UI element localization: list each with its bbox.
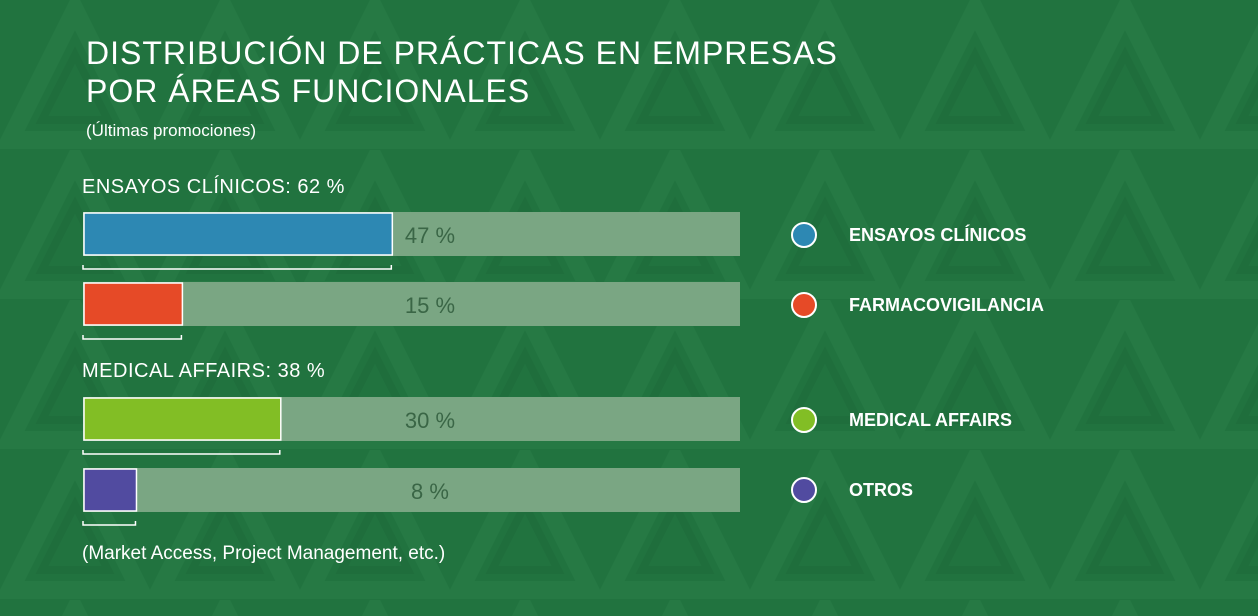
legend-item-farmacovigilancia: FARMACOVIGILANCIA <box>791 290 1044 320</box>
legend-marker-otros <box>791 477 817 503</box>
chart-title-line-2: POR ÁREAS FUNCIONALES <box>86 73 531 109</box>
legend-label-ensayos-clinicos: ENSAYOS CLÍNICOS <box>849 224 1027 245</box>
chart-title-line-1: DISTRIBUCIÓN DE PRÁCTICAS EN EMPRESAS <box>86 35 838 71</box>
bar-track-otros <box>83 468 740 512</box>
bar-ensayos-clinicos <box>83 212 394 256</box>
chart-footnote: (Market Access, Project Management, etc.… <box>82 543 446 564</box>
bar-width-marker-farmacovigilancia <box>82 335 183 340</box>
chart-title: DISTRIBUCIÓN DE PRÁCTICAS EN EMPRESAS PO… <box>86 34 986 110</box>
legend-marker-ensayos-clinicos <box>791 222 817 248</box>
bar-medical-affairs <box>83 397 282 441</box>
bar-value-label-otros: 8 % <box>411 479 449 504</box>
bar-farmacovigilancia <box>83 282 184 326</box>
bar-otros <box>83 468 138 512</box>
bar-track-farmacovigilancia <box>83 282 740 326</box>
legend-marker-farmacovigilancia <box>791 292 817 318</box>
bar-value-label-farmacovigilancia: 15 % <box>405 293 455 318</box>
legend-item-medical-affairs: MEDICAL AFFAIRS <box>791 405 1012 435</box>
bar-value-label-medical-affairs: 30 % <box>405 408 455 433</box>
bar-value-label-ensayos-clinicos: 47 % <box>405 223 455 248</box>
legend-label-otros: OTROS <box>849 479 914 500</box>
legend-item-ensayos-clinicos: ENSAYOS CLÍNICOS <box>791 220 1026 250</box>
chart-subtitle: (Últimas promociones) <box>86 121 257 140</box>
legend-item-otros: OTROS <box>791 475 913 505</box>
legend-label-medical-affairs: MEDICAL AFFAIRS <box>849 409 1013 430</box>
bar-width-marker-medical-affairs <box>82 450 281 455</box>
legend-label-farmacovigilancia: FARMACOVIGILANCIA <box>849 294 1044 315</box>
group-label-ensayos-clinicos: ENSAYOS CLÍNICOS: 62 % <box>82 176 345 198</box>
legend-marker-medical-affairs <box>791 407 817 433</box>
group-label-medical-affairs: MEDICAL AFFAIRS: 38 % <box>82 360 326 382</box>
bar-width-marker-otros <box>82 521 137 526</box>
bar-width-marker-ensayos-clinicos <box>82 265 393 270</box>
